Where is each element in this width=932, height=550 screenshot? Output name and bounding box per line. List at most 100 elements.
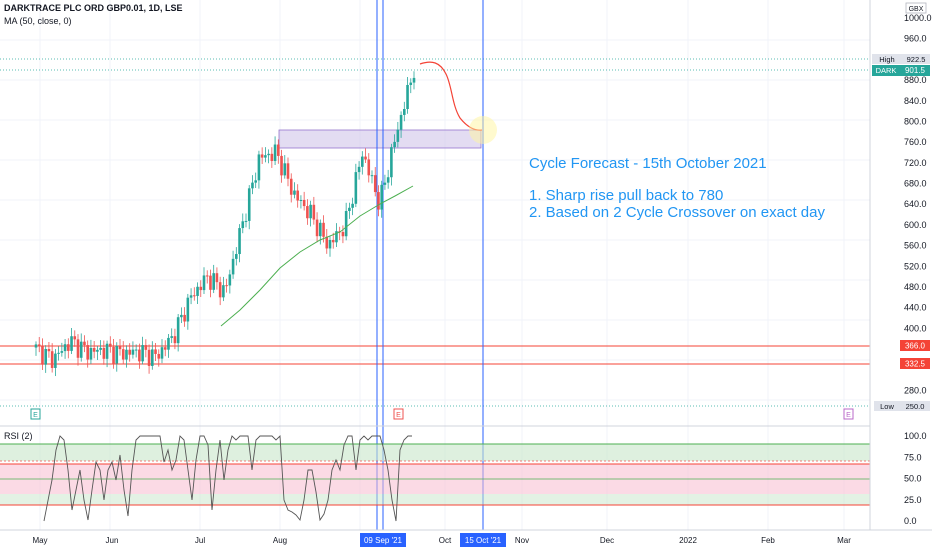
x-axis-label: Jun — [106, 536, 119, 545]
x-axis-label: Aug — [273, 536, 287, 545]
candle-body — [79, 341, 83, 358]
date-tag-1: 09 Sep '21 — [364, 536, 403, 545]
candle-body — [406, 84, 409, 110]
candle-body — [70, 336, 73, 351]
candle-body — [377, 192, 380, 210]
candle-body — [50, 351, 54, 368]
candle-body — [131, 349, 135, 355]
ma-50-line — [220, 185, 414, 327]
candle-body — [173, 336, 177, 344]
candle-body — [196, 286, 199, 296]
candle-body — [238, 228, 241, 255]
candle-body — [319, 222, 322, 237]
candle-body — [225, 285, 228, 287]
candle-body — [296, 190, 299, 201]
price-tick-label: 560.0 — [904, 241, 927, 251]
candle-body — [189, 295, 193, 298]
candle-body — [63, 344, 67, 352]
candle-body — [309, 204, 312, 219]
candle-body — [390, 147, 393, 178]
time-axis-labels: May Jun Jul Aug Oct Nov Dec 2022 Feb Mar — [32, 536, 851, 545]
forecast-target-highlight — [469, 116, 497, 144]
low-tag-label: Low — [880, 402, 894, 411]
candle-body — [154, 349, 157, 354]
candle-body — [186, 297, 190, 322]
candle-body — [328, 239, 332, 249]
candle-body — [115, 345, 119, 364]
price-tick-label: 880.0 — [904, 75, 927, 85]
candle-body — [257, 154, 261, 181]
price-tick-label: 960.0 — [904, 34, 927, 44]
resistance-zone[interactable] — [278, 129, 482, 149]
candle-body — [260, 154, 264, 158]
candle-body — [280, 155, 283, 176]
price-tick-label: 840.0 — [904, 96, 927, 106]
date-tag-1-box[interactable] — [360, 533, 406, 547]
candle-body — [73, 336, 77, 340]
candle-body — [289, 178, 293, 195]
event-marker-1[interactable] — [30, 408, 41, 420]
candle-body — [202, 275, 206, 291]
rsi-legend: RSI (2) — [4, 431, 33, 441]
x-axis-label: Dec — [600, 536, 614, 545]
candle-body — [209, 275, 212, 290]
annotation-title: Cycle Forecast - 15th October 2021 — [529, 155, 767, 172]
candle-body — [322, 222, 325, 237]
candle-body — [54, 353, 57, 368]
candle-body — [193, 295, 196, 297]
candle-body — [244, 220, 248, 222]
high-tag-value-box — [902, 54, 930, 64]
price-tick-label: 720.0 — [904, 158, 927, 168]
high-tag-box — [872, 54, 902, 64]
candle-body — [222, 285, 225, 298]
candle-body — [354, 172, 358, 204]
candle-body — [118, 345, 122, 350]
candle-body — [83, 341, 86, 346]
candle-body — [403, 109, 406, 115]
rsi-axis-ticks: 100.0 75.0 50.0 25.0 0.0 — [904, 431, 927, 526]
candle-body — [163, 347, 167, 350]
candle-body — [409, 82, 413, 85]
event-marker-1-label: E — [33, 412, 38, 419]
event-marker-2-label: E — [396, 412, 401, 419]
dark-tag-value: 901.5 — [905, 66, 926, 75]
level-332-value: 332.5 — [905, 360, 926, 369]
currency-label: GBX — [909, 6, 924, 13]
candle-body — [344, 211, 348, 237]
candle-body — [270, 153, 274, 162]
price-axis-bg — [870, 0, 932, 530]
candle-body — [277, 144, 280, 156]
x-axis-label: May — [32, 536, 47, 545]
rsi-band-lower — [0, 494, 870, 505]
candle-body — [228, 274, 232, 286]
candle-body — [147, 349, 151, 366]
event-marker-2[interactable] — [393, 408, 404, 420]
candle-body — [180, 314, 183, 318]
candle-body — [47, 348, 51, 352]
candle-body — [325, 236, 329, 249]
x-axis-label: Nov — [515, 536, 529, 545]
price-tick-label: 680.0 — [904, 179, 927, 189]
event-marker-3-label: E — [846, 412, 851, 419]
candle-body — [160, 347, 164, 359]
x-axis-label: Oct — [439, 536, 452, 545]
candle-body — [380, 184, 383, 210]
candle-body — [412, 77, 416, 83]
candle-body — [109, 343, 112, 347]
candle-body — [341, 231, 345, 237]
candle-body — [212, 273, 215, 290]
candle-body — [264, 155, 267, 158]
candle-body — [128, 349, 131, 355]
candle-body — [283, 163, 287, 176]
candle-body — [125, 349, 128, 360]
candle-body — [60, 351, 64, 353]
candle-body — [34, 344, 38, 348]
candle-body — [386, 177, 390, 183]
candle-body — [231, 258, 235, 275]
low-tag-box — [874, 401, 900, 411]
date-tag-2-box[interactable] — [460, 533, 506, 547]
candle-body — [57, 352, 60, 354]
event-marker-3[interactable] — [843, 408, 854, 420]
date-tag-2: 15 Oct '21 — [465, 536, 502, 545]
